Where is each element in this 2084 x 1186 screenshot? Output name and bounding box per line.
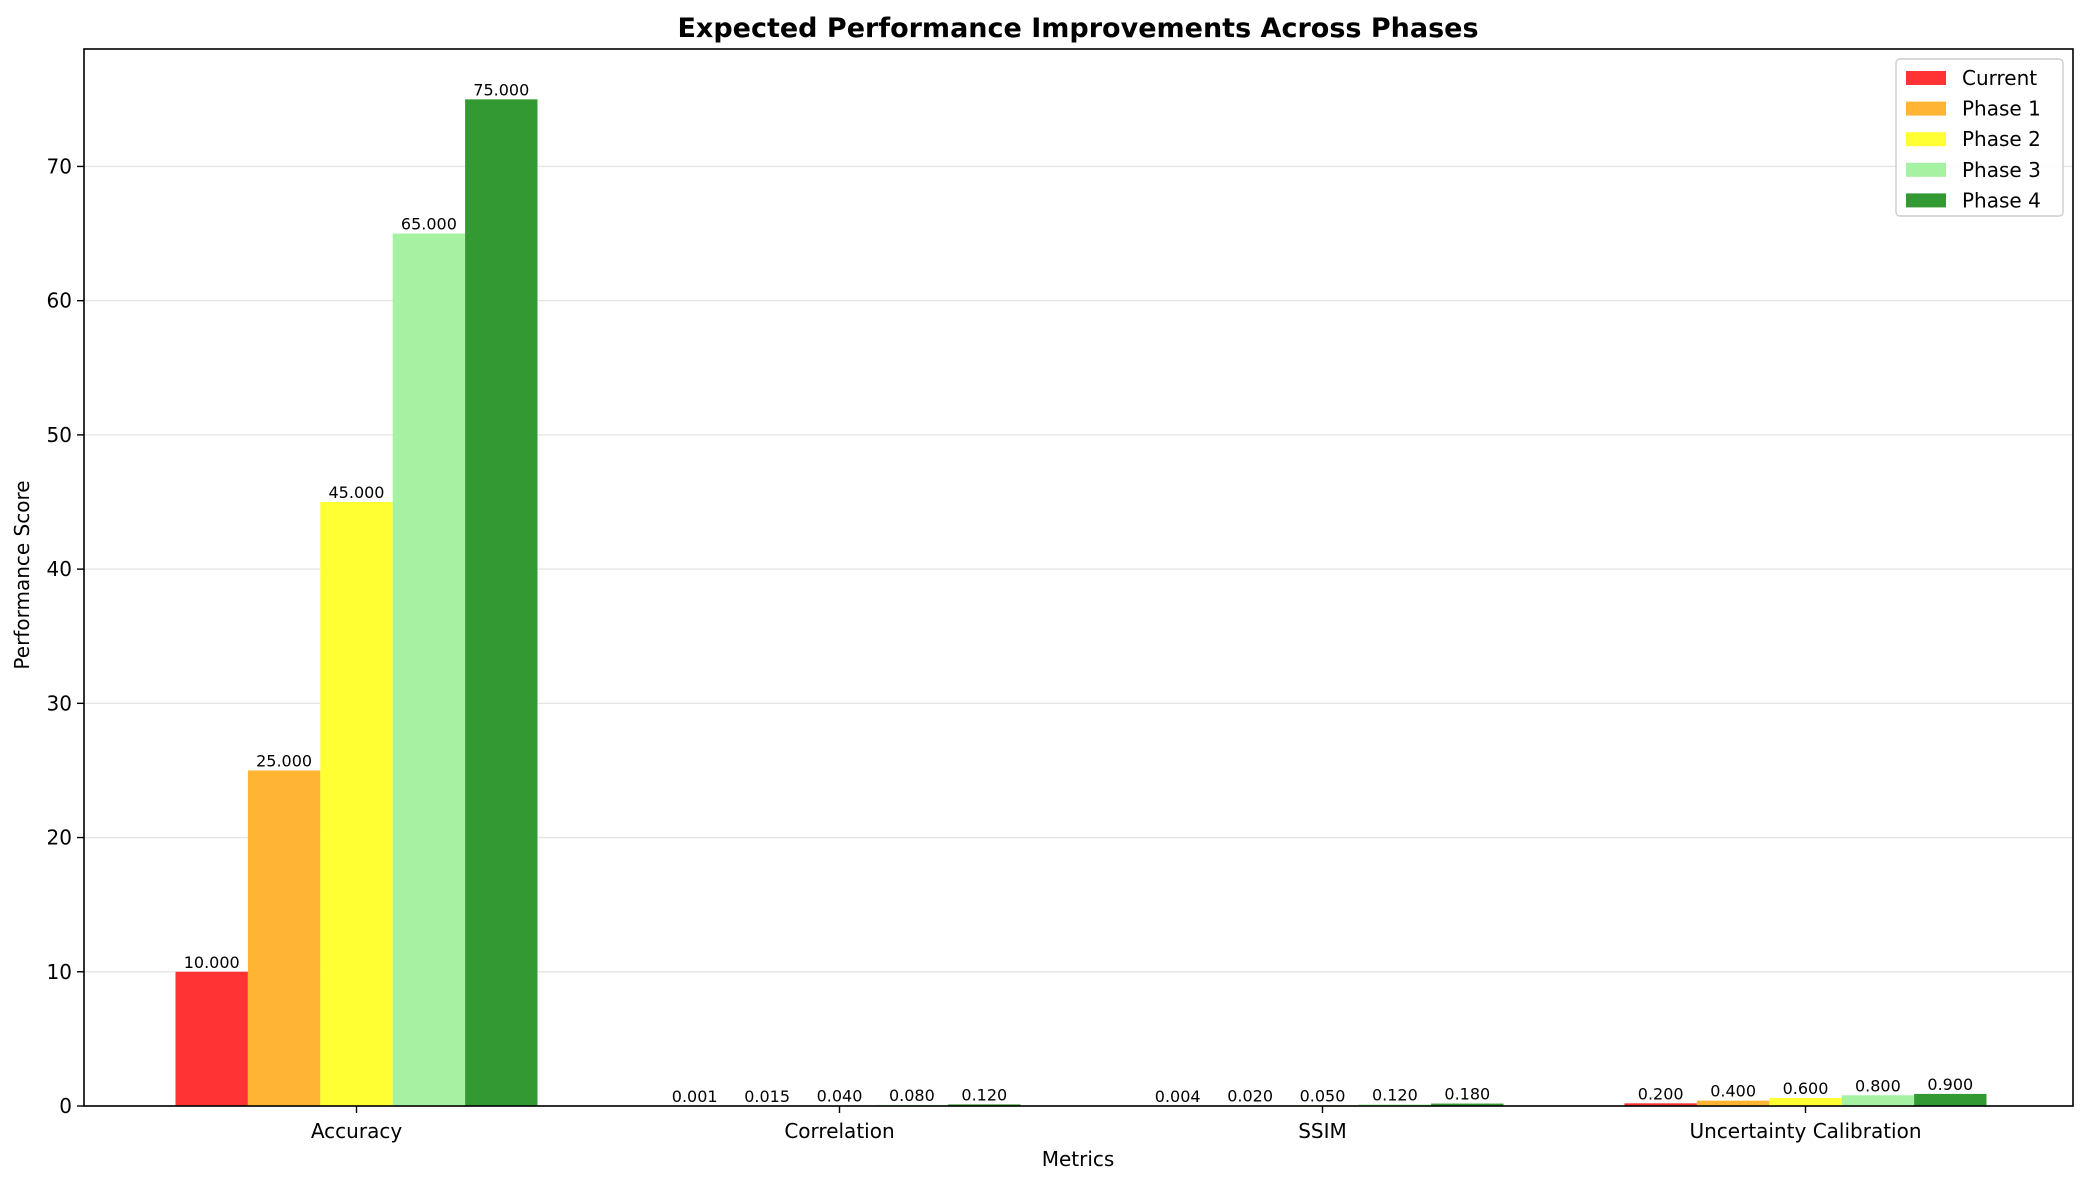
x-tick-label: SSIM (1298, 1119, 1347, 1143)
bar-current (176, 972, 248, 1106)
bar-value-label: 25.000 (256, 751, 312, 770)
legend-swatch-phase-4 (1906, 193, 1946, 207)
y-axis-ticks: 0 10 20 30 40 50 60 70 (47, 154, 84, 1118)
bar-phase-1 (248, 770, 320, 1106)
bar-phase-3 (393, 234, 465, 1106)
chart-title: Expected Performance Improvements Across… (677, 13, 1478, 44)
bar-value-label: 0.900 (1927, 1075, 1973, 1094)
bar-value-label: 0.004 (1155, 1087, 1201, 1106)
bar-value-label: 0.200 (1638, 1084, 1684, 1103)
bar-value-label: 0.050 (1300, 1086, 1346, 1105)
bar-value-label: 75.000 (473, 80, 529, 99)
legend-label: Phase 4 (1962, 188, 2041, 212)
bar-phase-1 (1697, 1101, 1769, 1106)
bars (176, 99, 1987, 1106)
y-tick-label: 0 (59, 1094, 72, 1118)
bar-value-label: 65.000 (401, 215, 457, 234)
bar-value-label: 0.020 (1227, 1087, 1273, 1106)
bar-value-label: 45.000 (329, 483, 385, 502)
bar-phase-2 (1769, 1098, 1841, 1106)
legend-label: Phase 3 (1962, 158, 2041, 182)
legend-swatch-phase-3 (1906, 163, 1946, 177)
bar-value-label: 0.001 (672, 1087, 718, 1106)
bar-value-label: 0.120 (1372, 1085, 1418, 1104)
y-tick-label: 30 (47, 691, 72, 715)
legend-label: Current (1962, 66, 2037, 90)
bar-value-label: 0.015 (744, 1087, 790, 1106)
x-tick-label: Correlation (784, 1119, 894, 1143)
y-tick-label: 20 (47, 826, 72, 850)
x-tick-label: Uncertainty Calibration (1689, 1119, 1921, 1143)
legend-label: Phase 2 (1962, 127, 2041, 151)
bar-value-label: 0.400 (1710, 1082, 1756, 1101)
bar-phase-2 (320, 502, 392, 1106)
bar-value-label: 10.000 (184, 953, 240, 972)
bar-value-label: 0.040 (817, 1086, 863, 1105)
legend-swatch-current (1906, 71, 1946, 85)
legend-swatch-phase-2 (1906, 132, 1946, 146)
bar-phase-4 (1914, 1094, 1986, 1106)
bar-value-label: 0.080 (889, 1086, 935, 1105)
bar-phase-3 (1842, 1095, 1914, 1106)
y-tick-label: 40 (47, 557, 72, 581)
y-tick-label: 50 (47, 423, 72, 447)
x-axis-label: Metrics (1042, 1147, 1115, 1171)
bar-value-label: 0.600 (1783, 1079, 1829, 1098)
bar-value-label: 0.120 (961, 1085, 1007, 1104)
y-tick-label: 70 (47, 154, 72, 178)
legend-label: Phase 1 (1962, 97, 2041, 121)
x-axis-ticks: Accuracy Correlation SSIM Uncertainty Calib… (311, 1106, 1922, 1143)
y-tick-label: 10 (47, 960, 72, 984)
bar-value-label: 0.180 (1444, 1085, 1490, 1104)
bar-value-label: 0.800 (1855, 1076, 1901, 1095)
legend: Current Phase 1 Phase 2 Phase 3 Phase 4 (1896, 59, 2063, 216)
y-tick-label: 60 (47, 289, 72, 313)
x-tick-label: Accuracy (311, 1119, 402, 1143)
bar-phase-4 (465, 99, 537, 1106)
legend-swatch-phase-1 (1906, 102, 1946, 116)
y-axis-label: Performance Score (10, 480, 34, 669)
